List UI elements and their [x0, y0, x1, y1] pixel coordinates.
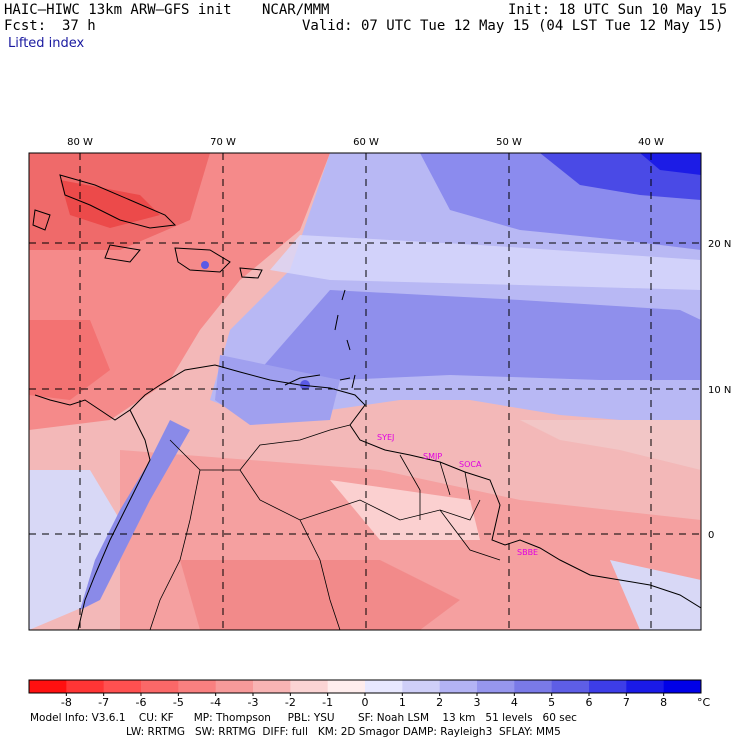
lon-label-40w: 40 W	[638, 137, 664, 148]
colorbar-swatch	[439, 680, 478, 693]
field-name: Lifted index	[8, 36, 85, 51]
lon-label-80w: 80 W	[67, 137, 93, 148]
map-frame	[28, 152, 702, 631]
colorbar-swatch	[477, 680, 515, 693]
model-info-line1: Model Info: V3.6.1 CU: KF MP: Thompson P…	[30, 712, 577, 724]
colorbar-swatch	[290, 680, 329, 693]
station-labels: SYEJ SMJP SOCA SBBE	[377, 433, 538, 557]
colorbar-label: -2	[285, 696, 296, 709]
colorbar-label: 3	[474, 696, 481, 709]
colorbar-swatch	[66, 680, 105, 693]
colorbar: -8 -7 -6 -5 -4 -3 -2 -1 0 1 2 3 4 5 6 7 8	[28, 679, 702, 709]
colorbar-label: -1	[322, 696, 333, 709]
forecast-hour: 37 h	[62, 18, 96, 34]
colorbar-swatch	[141, 680, 179, 693]
colorbar-label: -6	[136, 696, 147, 709]
borders	[149, 424, 501, 630]
colorbar-swatch	[514, 680, 553, 693]
model-title: HAIC–HIWC 13km ARW–GFS init	[4, 2, 232, 18]
colorbar-swatch	[253, 680, 291, 693]
lon-label-70w: 70 W	[210, 137, 236, 148]
colorbar-swatch	[103, 680, 142, 693]
forecast-label: Fcst:	[4, 18, 47, 34]
colorbar-swatch	[178, 680, 217, 693]
colorbar-unit: °C	[697, 696, 711, 709]
station-soca: SOCA	[459, 460, 482, 469]
station-smjp: SMJP	[423, 452, 442, 461]
lat-label-0: 0	[708, 530, 714, 541]
colorbar-swatch	[626, 680, 665, 693]
lat-label-20n: 20 N	[708, 239, 731, 250]
colorbar-label: 0	[362, 696, 369, 709]
lon-labels: 80 W 70 W 60 W 50 W 40 W	[67, 137, 664, 148]
colorbar-swatch	[589, 680, 627, 693]
colorbar-swatch	[402, 680, 441, 693]
colorbar-label: 7	[623, 696, 630, 709]
colorbar-swatch	[551, 680, 590, 693]
colorbar-label: -3	[248, 696, 259, 709]
colorbar-label: 2	[436, 696, 443, 709]
colorbar-swatch	[215, 680, 254, 693]
lat-label-10n: 10 N	[708, 385, 731, 396]
map-field	[29, 153, 701, 630]
colorbar-label: -7	[98, 696, 109, 709]
colorbar-label: -5	[173, 696, 184, 709]
init-time: Init: 18 UTC Sun 10 May 15	[508, 2, 728, 18]
lat-labels: 20 N 10 N 0	[708, 239, 731, 541]
center-label: NCAR/MMM	[262, 2, 330, 18]
colorbar-label: -8	[61, 696, 72, 709]
colorbar-swatch	[663, 680, 702, 693]
colorbar-swatch	[365, 680, 403, 693]
colorbar-label: 5	[548, 696, 555, 709]
station-sbbe: SBBE	[517, 548, 538, 557]
lon-label-60w: 60 W	[353, 137, 379, 148]
model-info-line2: LW: RRTMG SW: RRTMG DIFF: full KM: 2D Sm…	[126, 726, 561, 738]
colorbar-label: 4	[511, 696, 518, 709]
graticule	[29, 153, 701, 630]
colorbar-label: 8	[660, 696, 667, 709]
colorbar-swatch	[327, 680, 366, 693]
station-syej: SYEJ	[377, 433, 394, 442]
lon-label-50w: 50 W	[496, 137, 522, 148]
colorbar-label: -4	[210, 696, 221, 709]
valid-time: Valid: 07 UTC Tue 12 May 15 (04 LST Tue …	[302, 18, 724, 34]
colorbar-label: 1	[399, 696, 406, 709]
colorbar-swatch	[29, 680, 67, 693]
colorbar-label: 6	[586, 696, 593, 709]
